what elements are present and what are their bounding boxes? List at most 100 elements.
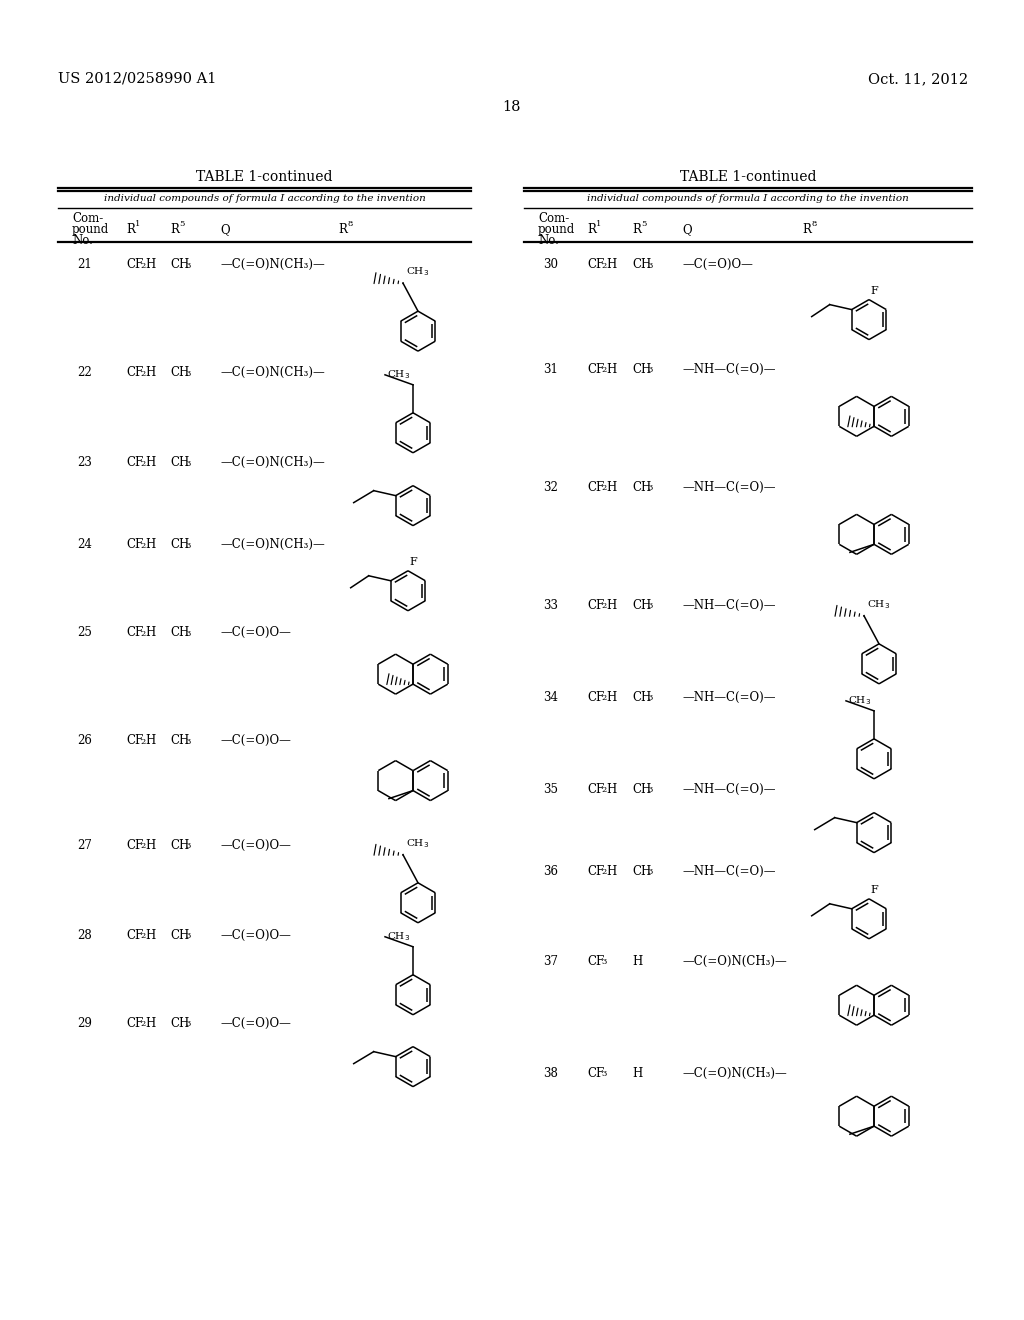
Text: —C(=O)N(CH₃)—: —C(=O)N(CH₃)— xyxy=(682,1067,786,1080)
Text: 34: 34 xyxy=(543,690,558,704)
Text: CF: CF xyxy=(587,480,604,494)
Text: CH: CH xyxy=(632,690,651,704)
Text: H: H xyxy=(145,929,156,942)
Text: CH: CH xyxy=(632,599,651,612)
Text: —NH—C(=O)—: —NH—C(=O)— xyxy=(682,865,775,878)
Text: R: R xyxy=(802,223,811,236)
Text: —NH—C(=O)—: —NH—C(=O)— xyxy=(682,783,775,796)
Text: CF: CF xyxy=(126,929,143,942)
Text: 3: 3 xyxy=(647,484,652,492)
Text: CF: CF xyxy=(126,539,143,550)
Text: 3: 3 xyxy=(185,932,190,940)
Text: 18: 18 xyxy=(503,100,521,114)
Text: 3: 3 xyxy=(647,869,652,876)
Text: 2: 2 xyxy=(601,694,606,702)
Text: H: H xyxy=(145,366,156,379)
Text: 29: 29 xyxy=(77,1016,92,1030)
Text: —C(=O)O—: —C(=O)O— xyxy=(220,929,291,942)
Text: 31: 31 xyxy=(543,363,558,376)
Text: —C(=O)O—: —C(=O)O— xyxy=(220,626,291,639)
Text: CH$_3$: CH$_3$ xyxy=(406,265,429,279)
Text: CF: CF xyxy=(587,1067,604,1080)
Text: —NH—C(=O)—: —NH—C(=O)— xyxy=(682,599,775,612)
Text: 3: 3 xyxy=(185,261,190,269)
Text: H: H xyxy=(606,363,616,376)
Text: 28: 28 xyxy=(77,929,92,942)
Text: 22: 22 xyxy=(77,366,92,379)
Text: CH: CH xyxy=(170,455,189,469)
Text: —NH—C(=O)—: —NH—C(=O)— xyxy=(682,690,775,704)
Text: 1: 1 xyxy=(596,220,601,228)
Text: CH$_3$: CH$_3$ xyxy=(387,931,410,942)
Text: Com-: Com- xyxy=(72,213,103,224)
Text: 2: 2 xyxy=(140,1020,145,1028)
Text: CF: CF xyxy=(587,363,604,376)
Text: 35: 35 xyxy=(543,783,558,796)
Text: H: H xyxy=(606,480,616,494)
Text: 2: 2 xyxy=(601,484,606,492)
Text: CF: CF xyxy=(587,599,604,612)
Text: —C(=O)O—: —C(=O)O— xyxy=(220,734,291,747)
Text: Com-: Com- xyxy=(538,213,569,224)
Text: CF: CF xyxy=(126,840,143,851)
Text: 8: 8 xyxy=(347,220,352,228)
Text: 30: 30 xyxy=(543,257,558,271)
Text: CH: CH xyxy=(632,480,651,494)
Text: CH: CH xyxy=(632,783,651,796)
Text: Oct. 11, 2012: Oct. 11, 2012 xyxy=(868,73,968,86)
Text: H: H xyxy=(145,626,156,639)
Text: R: R xyxy=(170,223,179,236)
Text: CF: CF xyxy=(587,783,604,796)
Text: 1: 1 xyxy=(135,220,140,228)
Text: CH: CH xyxy=(170,626,189,639)
Text: 24: 24 xyxy=(77,539,92,550)
Text: H: H xyxy=(145,539,156,550)
Text: F: F xyxy=(870,884,878,895)
Text: CH$_3$: CH$_3$ xyxy=(848,694,871,706)
Text: 2: 2 xyxy=(601,787,606,795)
Text: H: H xyxy=(632,1067,642,1080)
Text: 2: 2 xyxy=(140,842,145,850)
Text: —C(=O)O—: —C(=O)O— xyxy=(220,1016,291,1030)
Text: 36: 36 xyxy=(543,865,558,878)
Text: CH: CH xyxy=(632,257,651,271)
Text: H: H xyxy=(145,257,156,271)
Text: CH$_3$: CH$_3$ xyxy=(387,368,410,380)
Text: 5: 5 xyxy=(641,220,646,228)
Text: Q: Q xyxy=(682,223,691,236)
Text: H: H xyxy=(145,455,156,469)
Text: H: H xyxy=(145,840,156,851)
Text: H: H xyxy=(606,257,616,271)
Text: individual compounds of formula I according to the invention: individual compounds of formula I accord… xyxy=(587,194,909,203)
Text: 37: 37 xyxy=(543,954,558,968)
Text: CF: CF xyxy=(126,734,143,747)
Text: H: H xyxy=(145,734,156,747)
Text: 2: 2 xyxy=(140,932,145,940)
Text: TABLE 1-continued: TABLE 1-continued xyxy=(680,170,816,183)
Text: 3: 3 xyxy=(647,602,652,610)
Text: 3: 3 xyxy=(185,630,190,638)
Text: CH: CH xyxy=(632,363,651,376)
Text: —NH—C(=O)—: —NH—C(=O)— xyxy=(682,480,775,494)
Text: 3: 3 xyxy=(185,541,190,549)
Text: 2: 2 xyxy=(601,367,606,375)
Text: CH: CH xyxy=(170,734,189,747)
Text: —C(=O)N(CH₃)—: —C(=O)N(CH₃)— xyxy=(220,539,325,550)
Text: H: H xyxy=(606,865,616,878)
Text: 5: 5 xyxy=(179,220,184,228)
Text: 2: 2 xyxy=(601,602,606,610)
Text: CF: CF xyxy=(126,366,143,379)
Text: 2: 2 xyxy=(601,869,606,876)
Text: CH: CH xyxy=(170,1016,189,1030)
Text: CF: CF xyxy=(587,954,604,968)
Text: 25: 25 xyxy=(77,626,92,639)
Text: —C(=O)N(CH₃)—: —C(=O)N(CH₃)— xyxy=(682,954,786,968)
Text: CF: CF xyxy=(126,1016,143,1030)
Text: R: R xyxy=(338,223,347,236)
Text: CF: CF xyxy=(587,690,604,704)
Text: 2: 2 xyxy=(601,261,606,269)
Text: 3: 3 xyxy=(185,370,190,378)
Text: CH: CH xyxy=(170,840,189,851)
Text: CF: CF xyxy=(126,455,143,469)
Text: 3: 3 xyxy=(185,1020,190,1028)
